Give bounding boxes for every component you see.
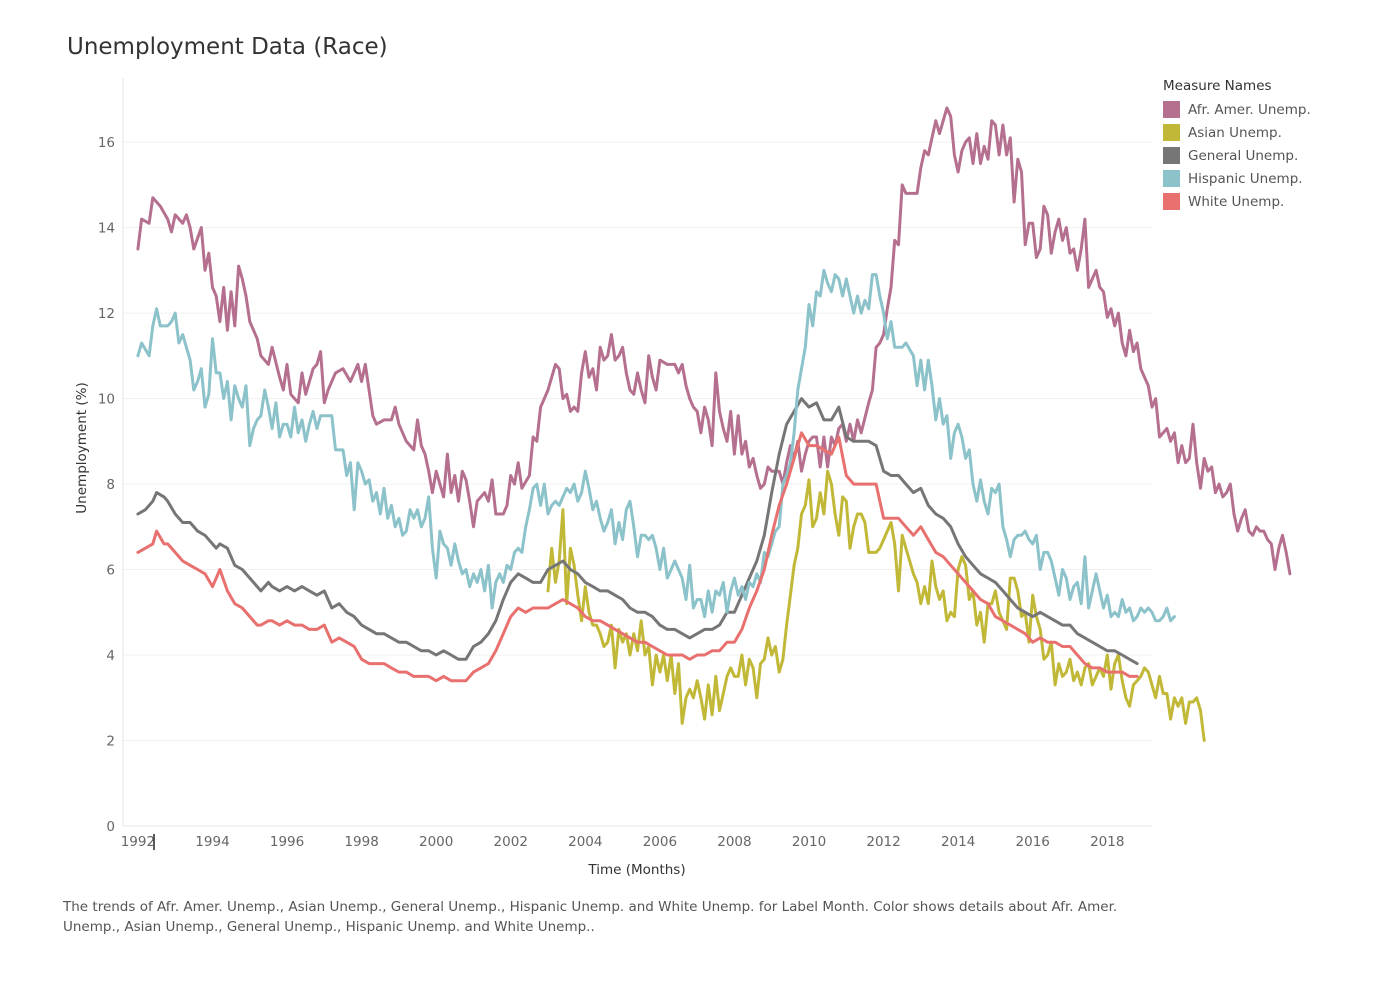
series-line-asian-unemp[interactable]: [546, 469, 1206, 742]
y-tick-label: 16: [98, 135, 115, 151]
legend-label: Afr. Amer. Unemp.: [1188, 101, 1311, 118]
series-lines: [136, 106, 1292, 742]
y-tick-label: 4: [106, 648, 115, 664]
x-tick-label: 2000: [419, 834, 453, 850]
legend-swatch: [1163, 193, 1180, 210]
x-axis[interactable]: 1992 1994 1996 1998 2000 2002 2004 2006 2008 2010…: [121, 834, 1125, 850]
y-tick-label: 12: [98, 306, 115, 322]
x-tick-label: 2014: [941, 834, 975, 850]
gridlines: [123, 141, 1152, 742]
x-tick-label: 1994: [195, 834, 229, 850]
legend-title: Measure Names: [1163, 78, 1272, 94]
legend-item-general-unemp[interactable]: General Unemp.: [1163, 144, 1388, 167]
legend-swatch: [1163, 124, 1180, 141]
series-line-hispanic-unemp[interactable]: [136, 268, 1176, 623]
x-tick-label: 2016: [1016, 834, 1050, 850]
legend-swatch: [1163, 170, 1180, 187]
x-tick-label: 2006: [643, 834, 677, 850]
legend-label: General Unemp.: [1188, 147, 1299, 164]
x-tick-label: 1992: [121, 834, 155, 850]
x-tick-label: 2010: [792, 834, 826, 850]
y-tick-label: 0: [106, 819, 115, 835]
legend-label: White Unemp.: [1188, 193, 1285, 210]
chart-caption: The trends of Afr. Amer. Unemp., Asian U…: [63, 899, 1118, 935]
series-line-afr-amer-unemp[interactable]: [136, 106, 1292, 576]
y-tick-label: 6: [106, 563, 115, 579]
legend-item-asian-unemp[interactable]: Asian Unemp.: [1163, 121, 1388, 144]
x-tick-label: 2018: [1090, 834, 1124, 850]
series-line-white-unemp[interactable]: [136, 431, 1139, 683]
x-tick-label: 2004: [568, 834, 602, 850]
legend-item-hispanic-unemp[interactable]: Hispanic Unemp.: [1163, 167, 1388, 190]
y-tick-label: 8: [106, 477, 115, 493]
legend-items: Afr. Amer. Unemp. Asian Unemp. General Une…: [1163, 98, 1388, 213]
legend-label: Hispanic Unemp.: [1188, 170, 1303, 187]
x-tick-label: 2008: [717, 834, 751, 850]
x-tick-label: 2002: [494, 834, 528, 850]
y-axis: 0 2 4 6 8 10 12 14 16: [98, 135, 115, 835]
x-tick-label: 1998: [344, 834, 378, 850]
x-tick-label: 1996: [270, 834, 304, 850]
legend: Measure Names Afr. Amer. Unemp. Asian Une…: [1163, 78, 1388, 213]
legend-swatch: [1163, 101, 1180, 118]
x-tick-label: 2012: [866, 834, 900, 850]
legend-item-afr-amer-unemp[interactable]: Afr. Amer. Unemp.: [1163, 98, 1388, 121]
x-axis-title: Time (Months): [587, 862, 685, 878]
y-tick-label: 2: [106, 734, 115, 750]
legend-label: Asian Unemp.: [1188, 124, 1282, 141]
chart-title: Unemployment Data (Race): [67, 34, 388, 60]
y-axis-title: Unemployment (%): [74, 382, 90, 513]
legend-item-white-unemp[interactable]: White Unemp.: [1163, 190, 1388, 213]
y-tick-label: 10: [98, 392, 115, 408]
series-line-general-unemp[interactable]: [136, 397, 1139, 666]
y-tick-label: 14: [98, 221, 115, 237]
legend-swatch: [1163, 147, 1180, 164]
